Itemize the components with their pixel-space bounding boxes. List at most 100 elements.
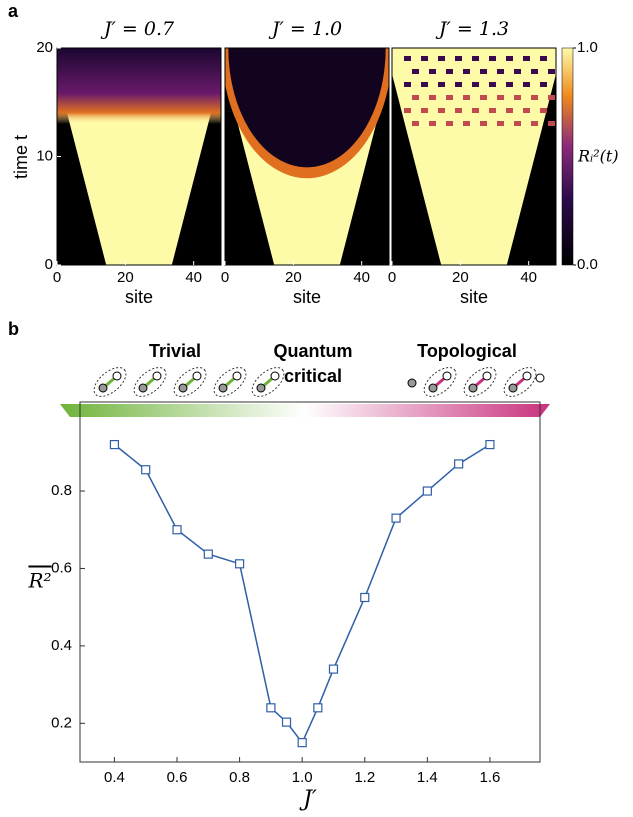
marker [266, 703, 276, 713]
site [468, 383, 478, 393]
dark-spot [412, 121, 419, 126]
dark-spot [540, 56, 547, 61]
y-axis-label: time t [11, 135, 31, 179]
dark-spot [514, 69, 521, 74]
line [113, 443, 491, 745]
dark-region [228, 48, 386, 168]
x-tick-label: 0.4 [104, 769, 125, 786]
frame [391, 47, 557, 266]
dark-spot [472, 56, 479, 61]
x-axis-label: site [460, 287, 488, 307]
dark-spot [446, 69, 453, 74]
dark-spot [540, 108, 547, 113]
dark-spot [463, 121, 470, 126]
dark-spot [412, 95, 419, 100]
site [270, 371, 280, 381]
dark-spot [438, 82, 445, 87]
heatmap [391, 47, 557, 266]
dark-spot [548, 95, 555, 100]
x-tick-label: 0.6 [167, 769, 188, 786]
heatmap-title: J′ = 1.0 [268, 18, 342, 40]
dark-spot [531, 69, 538, 74]
x-tick-label: 40 [353, 269, 370, 286]
marker [422, 486, 432, 496]
y-tick-label: 0.6 [51, 559, 72, 576]
dark-spot [497, 69, 504, 74]
dark-spot [497, 95, 504, 100]
dark-spot [438, 56, 445, 61]
phase-label: Trivial [149, 341, 201, 361]
dark-spot [548, 69, 555, 74]
marker [203, 549, 213, 559]
phase-label: Quantum [274, 341, 353, 361]
heatmap-body [57, 48, 221, 265]
dark-spot [463, 95, 470, 100]
heatmap-title: J′ = 0.7 [100, 18, 175, 40]
site [218, 383, 228, 393]
dimer-ellipse [173, 367, 207, 397]
dark-spot [446, 121, 453, 126]
site [138, 383, 148, 393]
dark-spot [429, 69, 436, 74]
x-tick-label: 1.0 [292, 769, 313, 786]
frame [224, 47, 390, 266]
x-tick-label: 20 [452, 269, 469, 286]
x-axis-label: J′ [299, 787, 317, 812]
marker [172, 525, 182, 535]
dimer-ellipse [133, 367, 167, 397]
dark-spot [480, 95, 487, 100]
site [535, 373, 545, 383]
site [232, 371, 242, 381]
marker [454, 459, 464, 469]
site [256, 383, 266, 393]
dimer-ellipse [423, 367, 457, 397]
dark-spot [540, 82, 547, 87]
x-axis-label: site [125, 287, 153, 307]
dark-spot [472, 82, 479, 87]
dimer-ellipse [93, 367, 127, 397]
x-tick-label: 20 [117, 269, 134, 286]
marker [297, 738, 307, 748]
heatmap [224, 47, 390, 266]
y-tick-label: 20 [36, 39, 53, 56]
y-tick-label: 0.4 [51, 637, 72, 654]
dark-spot [404, 56, 411, 61]
dimer-ellipse [251, 367, 285, 397]
x-tick-label: 20 [285, 269, 302, 286]
dark-spot [421, 108, 428, 113]
dark-spot [455, 82, 462, 87]
dark-spot [412, 69, 419, 74]
phase-gradient [60, 404, 550, 417]
x-tick-label: 1.2 [354, 769, 375, 786]
x-axis-label: site [293, 287, 321, 307]
dimer-ellipse [213, 367, 247, 397]
phase-label: Topological [417, 341, 517, 361]
heatmap-title: J′ = 1.3 [435, 18, 509, 40]
dark-spot [429, 121, 436, 126]
y-tick-label: 10 [36, 147, 53, 164]
marker [234, 559, 245, 569]
site [482, 371, 492, 381]
x-tick-label: 1.6 [480, 769, 501, 786]
colorbar-tick-label: 0.0 [577, 256, 598, 273]
site [98, 383, 108, 393]
dark-spot [523, 56, 530, 61]
site [407, 378, 417, 388]
marker [313, 703, 323, 713]
dark-spot [548, 121, 555, 126]
dark-spot [463, 69, 470, 74]
dark-spot [429, 95, 436, 100]
dark-spot [446, 95, 453, 100]
site [152, 371, 162, 381]
dark-spot [506, 56, 513, 61]
y-tick-label: 0.8 [51, 482, 72, 499]
light-cone [392, 48, 556, 265]
dark-spot [514, 95, 521, 100]
x-tick-label: 0.8 [229, 769, 250, 786]
dark-spot [506, 82, 513, 87]
dark-spot [421, 82, 428, 87]
x-tick-label: 0 [388, 269, 396, 286]
site [522, 371, 532, 381]
x-tick-label: 0 [53, 269, 61, 286]
